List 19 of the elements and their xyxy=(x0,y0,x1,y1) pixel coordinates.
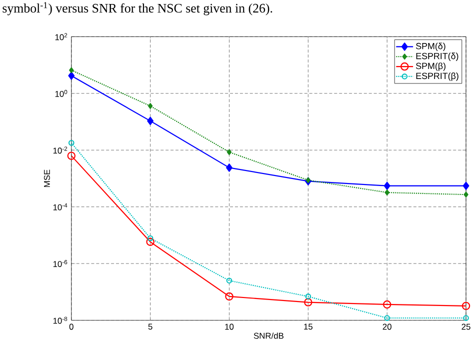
y-tick-label: 10$^{-6}$ xyxy=(53,260,68,268)
x-tick-label: 10 xyxy=(225,324,234,330)
y-tick-label: 10$^{-8}$ xyxy=(53,316,68,324)
y-tick-label: 10$^{0}$ xyxy=(55,90,68,97)
x-axis-title: SNR/dB xyxy=(254,332,284,339)
x-tick-label: 25 xyxy=(462,324,470,330)
y-tick-label: 10$^{-4}$ xyxy=(53,203,68,210)
y-tick-label: 10$^{-2}$ xyxy=(53,146,68,154)
x-tick-label: 15 xyxy=(304,324,312,330)
x-tick-label: 0 xyxy=(69,324,74,330)
legend-label: SPM(δ) xyxy=(416,42,446,51)
y-tick-label: 10$^{2}$ xyxy=(55,33,68,40)
x-tick-label: 20 xyxy=(382,324,392,330)
legend-label: ESPRIT(β) xyxy=(416,72,458,81)
text: symbol$^{-1}$) versus SNR for the NSC set given in (26). xyxy=(2,2,272,16)
legend-label: SPM(β) xyxy=(416,62,446,71)
legend-label: ESPRIT(δ) xyxy=(416,52,458,61)
x-tick-label: 5 xyxy=(148,324,152,330)
y-axis-title: MSE xyxy=(44,170,50,187)
